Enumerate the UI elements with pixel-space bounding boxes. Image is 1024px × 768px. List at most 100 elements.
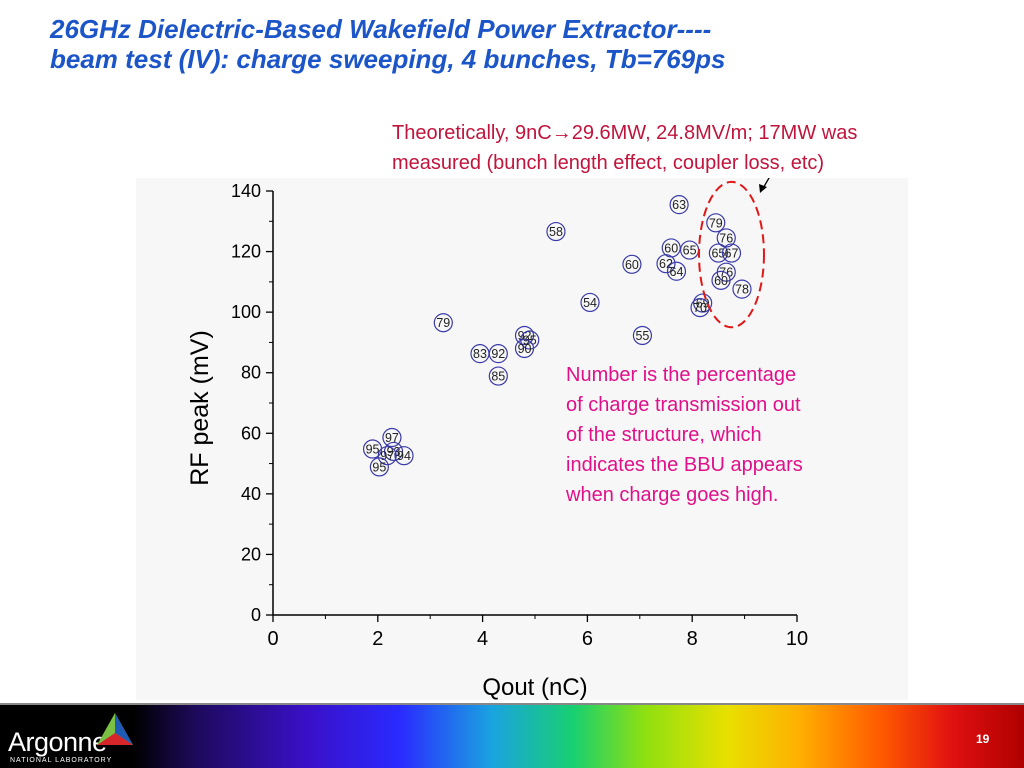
y-axis-label: RF peak (mV)	[186, 330, 214, 486]
point-label: 55	[635, 329, 649, 343]
point-label: 67	[725, 247, 739, 261]
point-label: 93	[387, 445, 401, 459]
point-label: 69	[696, 297, 710, 311]
point-label: 90	[518, 342, 532, 356]
point-marker	[711, 270, 731, 290]
point-marker	[656, 254, 676, 274]
theory-note-line-2: measured (bunch length effect, coupler l…	[392, 152, 825, 174]
x-tick-label: 8	[687, 628, 698, 650]
point-marker	[632, 325, 653, 346]
data-point: 69	[693, 293, 713, 313]
point-label: 78	[735, 283, 749, 297]
point-marker	[377, 446, 397, 466]
data-point: 65	[708, 243, 729, 263]
data-point: 83	[470, 344, 490, 364]
data-point: 97	[382, 427, 402, 448]
point-label: 65	[683, 244, 697, 258]
point-label: 60	[714, 274, 728, 288]
data-point: 79	[706, 213, 726, 233]
logo-subtitle: NATIONAL LABORATORY	[10, 757, 113, 764]
data-point: 64	[666, 261, 687, 281]
slide-title: 26GHz Dielectric-Based Wakefield Power E…	[50, 14, 990, 74]
point-label: 58	[549, 225, 563, 239]
theory-note-line-1: Theoretically, 9nC→29.6MW, 24.8MV/m; 17M…	[392, 118, 1012, 148]
point-marker	[383, 441, 404, 462]
y-tick-label: 140	[231, 181, 261, 201]
y-tick-label: 20	[241, 544, 261, 564]
point-marker	[514, 338, 535, 359]
point-label: 95	[366, 443, 380, 457]
point-label: 70	[693, 301, 707, 315]
data-point: 62	[656, 254, 676, 274]
point-label: 85	[491, 370, 505, 384]
point-marker	[394, 446, 414, 466]
point-marker	[716, 228, 736, 248]
transmission-note-line-2: of charge transmission out	[566, 394, 801, 416]
theory-note-line-1-end: 29.6MW, 24.8MV/m; 17MW was	[571, 122, 858, 144]
point-marker	[706, 213, 726, 233]
point-marker	[622, 254, 642, 274]
transmission-note-line-3: of the structure, which	[566, 424, 762, 446]
data-point: 95	[362, 439, 383, 459]
y-tick-label: 40	[241, 484, 261, 504]
data-point: 60	[711, 270, 731, 290]
data-point: 58	[546, 221, 566, 242]
data-point: 93	[383, 441, 404, 462]
data-point: 90	[514, 338, 535, 359]
point-marker	[382, 427, 402, 448]
highlight-ellipse	[698, 180, 765, 329]
point-marker	[666, 261, 687, 281]
point-marker	[546, 221, 566, 242]
data-point: 92	[488, 344, 508, 364]
footer-bar: Argonne NATIONAL LABORATORY 19	[0, 705, 1024, 768]
footer-divider	[0, 703, 1024, 705]
point-label: 95	[372, 460, 386, 474]
data-point: 79	[433, 313, 453, 333]
point-label: 60	[664, 241, 678, 255]
point-label: 97	[385, 431, 399, 445]
point-marker	[433, 313, 453, 333]
data-point: 70	[690, 298, 710, 318]
point-marker	[488, 344, 508, 364]
point-marker	[693, 293, 713, 313]
point-label: 79	[709, 216, 723, 230]
point-label: 76	[719, 231, 733, 245]
x-tick-label: 0	[267, 628, 278, 650]
data-point: 65	[679, 240, 700, 260]
point-label: 94	[397, 449, 411, 463]
point-marker	[708, 243, 729, 263]
title-line-2: beam test (IV): charge sweeping, 4 bunch…	[50, 44, 726, 74]
point-marker	[488, 366, 508, 386]
point-label: 92	[491, 347, 505, 361]
x-tick-label: 6	[582, 628, 593, 650]
logo-text: Argonne	[8, 727, 107, 757]
point-label: 79	[436, 316, 450, 330]
y-tick-label: 60	[241, 423, 261, 443]
point-marker	[369, 457, 389, 477]
transmission-note-line-4: indicates the BBU appears	[566, 454, 803, 476]
y-tick-label: 120	[231, 242, 261, 262]
point-marker	[721, 243, 742, 263]
argonne-triangle-icon	[97, 713, 133, 745]
data-point: 76	[716, 228, 736, 248]
data-point: 67	[721, 243, 742, 263]
title-line-1: 26GHz Dielectric-Based Wakefield Power E…	[50, 14, 712, 44]
data-point: 55	[632, 325, 653, 346]
theory-note-line-1-start: Theoretically, 9nC	[392, 122, 552, 144]
x-tick-label: 4	[477, 628, 488, 650]
point-label: 64	[670, 265, 684, 279]
point-label: 63	[672, 198, 686, 212]
point-label: 60	[625, 258, 639, 272]
x-tick-label: 10	[786, 628, 808, 650]
page-number: 19	[976, 732, 990, 746]
chart-background	[136, 178, 908, 700]
point-marker	[669, 195, 689, 215]
data-point: 94	[394, 446, 414, 466]
y-tick-label: 80	[241, 363, 261, 383]
data-point: 54	[580, 292, 600, 313]
data-point: 63	[669, 195, 689, 215]
transmission-note-line-5: when charge goes high.	[566, 484, 779, 506]
x-axis-label: Qout (nC)	[482, 674, 587, 700]
